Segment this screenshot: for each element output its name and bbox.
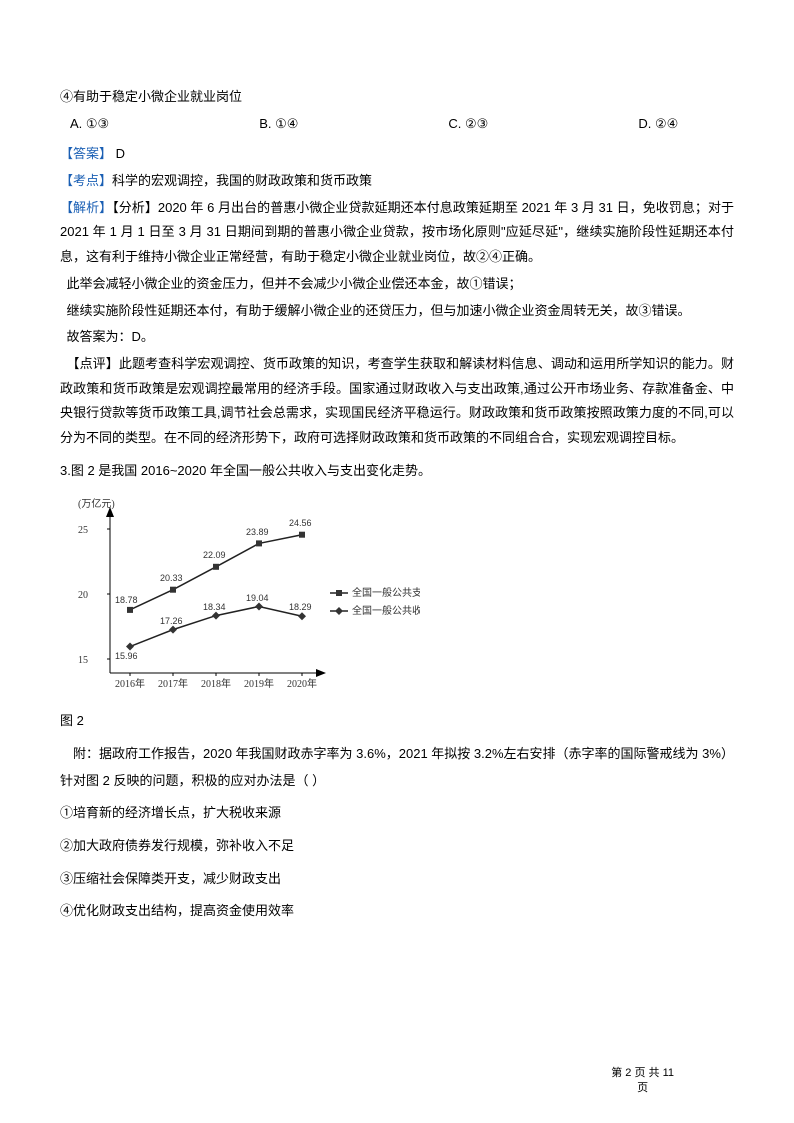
xlabel-4: 2020年 [287,677,317,690]
val-exp-0: 18.78 [115,595,138,605]
jiexi-label: 【解析】 [60,200,112,215]
footer-line2: 页 [611,1081,674,1095]
legend-label-exp: 全国一般公共支出 [352,586,420,599]
val-rev-2: 18.34 [203,602,226,612]
ytick-15: 15 [78,655,88,666]
answer-label: 【答案】 [60,146,112,161]
ytick-25: 25 [78,525,88,536]
question3-ask: 针对图 2 反映的问题，积极的应对办法是（ ） [60,769,734,794]
xlabel-2: 2018年 [201,677,231,690]
option-c[interactable]: C. ②③ [448,112,488,137]
marker-exp-4 [299,532,305,538]
chart-figure: (万亿元) 15 20 25 2016年 2017年 2018年 2019年 2… [60,493,420,703]
figure-label: 图 2 [60,709,734,734]
answer-line: 【答案】 D [60,142,734,167]
marker-rev-4 [298,613,306,621]
marker-rev-1 [169,626,177,634]
q3-option3: ③压缩社会保障类开支，减少财政支出 [60,867,734,892]
marker-exp-2 [213,564,219,570]
option-b[interactable]: B. ①④ [259,112,298,137]
jiexi-para2: 此举会减轻小微企业的资金压力，但并不会减少小微企业偿还本金，故①错误； [60,272,734,297]
jiexi-para1: 【解析】【分析】2020 年 6 月出台的普惠小微企业贷款延期还本付息政策延期至… [60,196,734,270]
kaodian-label: 【考点】 [60,173,112,188]
xlabel-1: 2017年 [158,677,188,690]
val-exp-3: 23.89 [246,527,269,537]
jiexi-para4: 故答案为：D。 [60,325,734,350]
val-exp-4: 24.56 [289,518,312,528]
marker-rev-3 [255,603,263,611]
marker-exp-0 [127,607,133,613]
legend-label-rev: 全国一般公共收入 [352,604,420,617]
val-rev-0: 15.96 [115,651,138,661]
ytick-20: 20 [78,590,88,601]
chart-svg: (万亿元) 15 20 25 2016年 2017年 2018年 2019年 2… [60,493,420,703]
marker-exp-3 [256,541,262,547]
marker-rev-0 [126,643,134,651]
val-rev-4: 18.29 [289,602,312,612]
question3-stem: 3.图 2 是我国 2016~2020 年全国一般公共收入与支出变化走势。 [60,459,734,484]
page-footer: 第 2 页 共 11 页 [611,1066,674,1095]
answer-options-row: A. ①③ B. ①④ C. ②③ D. ②④ [60,112,734,137]
answer-value: D [112,146,125,161]
xlabel-0: 2016年 [115,677,145,690]
option-d[interactable]: D. ②④ [638,112,678,137]
q3-option4: ④优化财政支出结构，提高资金使用效率 [60,899,734,924]
legend-marker-rev [335,607,343,615]
jiexi-para5: 【点评】此题考查科学宏观调控、货币政策的知识，考查学生获取和解读材料信息、调动和… [60,352,734,451]
option-a[interactable]: A. ①③ [70,112,109,137]
marker-exp-1 [170,587,176,593]
val-exp-2: 22.09 [203,550,226,560]
marker-rev-2 [212,612,220,620]
jiexi-para3: 继续实施阶段性延期还本付，有助于缓解小微企业的还贷压力，但与加速小微企业资金周转… [60,299,734,324]
y-axis-unit: (万亿元) [78,497,115,510]
question2-option4: ④有助于稳定小微企业就业岗位 [60,85,734,110]
kaodian-line: 【考点】科学的宏观调控，我国的财政政策和货币政策 [60,169,734,194]
series-expenditure-line [130,535,302,610]
q3-option2: ②加大政府债券发行规模，弥补收入不足 [60,834,734,859]
xlabel-3: 2019年 [244,677,274,690]
val-rev-3: 19.04 [246,593,269,603]
val-exp-1: 20.33 [160,573,183,583]
x-axis-arrow [316,669,326,677]
footer-line1: 第 2 页 共 11 [611,1066,674,1080]
appendix-text: 附：据政府工作报告，2020 年我国财政赤字率为 3.6%，2021 年拟按 3… [60,742,734,767]
kaodian-text: 科学的宏观调控，我国的财政政策和货币政策 [112,173,372,188]
legend-marker-exp [336,590,342,596]
val-rev-1: 17.26 [160,616,183,626]
jiexi-p1-text: 【分析】2020 年 6 月出台的普惠小微企业贷款延期还本付息政策延期至 202… [60,200,734,264]
q3-option1: ①培育新的经济增长点，扩大税收来源 [60,801,734,826]
